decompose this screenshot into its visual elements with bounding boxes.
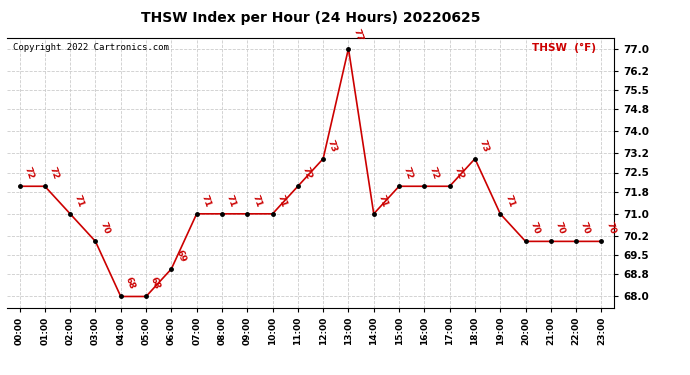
Text: 71: 71	[377, 194, 389, 208]
Text: 71: 71	[199, 194, 213, 208]
Text: 71: 71	[250, 194, 263, 208]
Text: Copyright 2022 Cartronics.com: Copyright 2022 Cartronics.com	[13, 43, 169, 52]
Text: 70: 70	[529, 221, 541, 236]
Text: 71: 71	[503, 194, 516, 208]
Text: 72: 72	[402, 166, 415, 181]
Text: 70: 70	[604, 221, 617, 236]
Text: 69: 69	[174, 248, 187, 263]
Text: 72: 72	[48, 166, 61, 181]
Text: 77: 77	[351, 28, 364, 43]
Text: 72: 72	[427, 166, 440, 181]
Text: 70: 70	[579, 221, 591, 236]
Text: 72: 72	[22, 166, 35, 181]
Text: 70: 70	[98, 221, 111, 236]
Text: 71: 71	[225, 194, 237, 208]
Text: THSW  (°F): THSW (°F)	[532, 43, 596, 53]
Text: 70: 70	[553, 221, 566, 236]
Text: 68: 68	[124, 276, 136, 291]
Text: 72: 72	[453, 166, 465, 181]
Text: 73: 73	[326, 138, 339, 153]
Text: 71: 71	[275, 194, 288, 208]
Text: 71: 71	[73, 194, 86, 208]
Text: THSW Index per Hour (24 Hours) 20220625: THSW Index per Hour (24 Hours) 20220625	[141, 11, 480, 25]
Text: 72: 72	[301, 166, 313, 181]
Text: 68: 68	[149, 276, 161, 291]
Text: 73: 73	[477, 138, 491, 153]
